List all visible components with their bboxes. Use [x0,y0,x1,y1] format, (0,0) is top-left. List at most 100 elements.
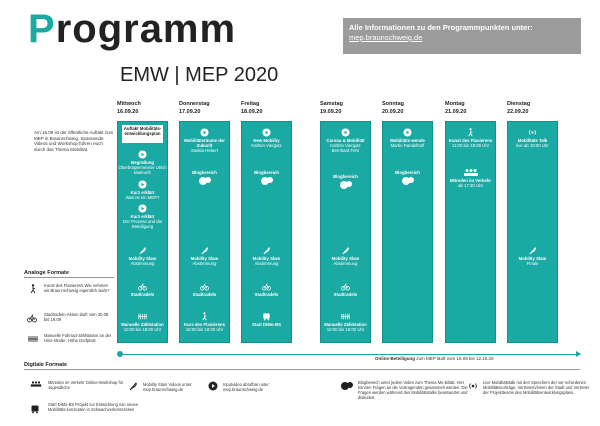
event-sub: ab 17:30 Uhr [458,183,483,189]
event-title: Kunst des Flanierens [448,138,493,143]
divider [24,277,114,278]
event-stadtradeln[interactable]: Stadtradeln [321,282,370,297]
speech-bubbles-icon [339,181,352,190]
column-freitag: New Mobility Kathrin Viergutz Blogbereich… [241,121,292,343]
event-sub: Was ist ein MEP? [125,195,160,201]
day-name: Mittwoch [117,101,141,107]
event-kurz-erklaert-2[interactable]: Kurz erklärt Der Prozess und die Beteilig… [118,204,167,230]
event-title: Start DiMo-BS [252,322,281,327]
event-title: New Mobility [253,138,280,143]
bicycle-icon [262,283,271,291]
day-date: 18.09.20 [241,108,263,115]
event-blog[interactable]: Blogbereich [242,170,291,187]
event-zaehlstation[interactable]: Manuelle Zählstation 10:00 bis 18:00 Uhr [321,312,370,332]
day-date: 19.09.20 [320,108,342,115]
timeline-start-dot [117,351,123,357]
event-mobility-slam[interactable]: Mobility Slam Abstimmung [180,246,229,266]
event-begruessung[interactable]: Begrüßung Oberbürgermeister Ulrich Markur… [118,150,167,176]
event-mobilitaetswende[interactable]: Mobilitäts-wende Martin Randelhoff [383,128,432,148]
day-date: 20.09.20 [382,108,404,115]
analog-item-stadtradeln: Stadtradeln-Aktion läuft vom 30.08 bis 1… [44,312,109,323]
event-corona[interactable]: Corona & Mobilität Kathrin Viergutz Bernh… [321,128,370,154]
event-title: Blogbereich [254,170,279,175]
broadcast-icon [529,130,536,135]
event-mobilitaetsraeume[interactable]: Mobilitätsräume der Zukunft Saskia Hebert [180,128,229,154]
day-header-donnerstag: Donnerstag 17.09.20 [179,101,210,116]
counter-icon [138,313,147,320]
day-name: Sonntag [382,101,404,107]
online-timeline [120,354,580,355]
event-blog[interactable]: Blogbereich [180,170,229,187]
event-stadtradeln[interactable]: Stadtradeln [118,282,167,297]
event-title: Corona & Mobilität [326,138,365,143]
bicycle-icon [341,283,350,291]
digital-item-blog: Blogbereich unter jedem Video zum Thema … [358,380,468,401]
info-box-link[interactable]: mep.braunschweig.de [349,33,423,42]
event-title: Begrüßung [131,160,154,165]
analog-label: Analoge Formate [24,270,69,276]
event-sub: Saskia Hebert [191,148,218,154]
column-samstag: Corona & Mobilität Kathrin Viergutz Bernh… [320,121,371,343]
day-date: 21.09.20 [445,108,467,115]
event-title: Kurz erklärt [130,214,155,219]
event-mobilitaets-talk[interactable]: Mobilitäts Talk live ab 18:00 Uhr [508,128,557,148]
walking-person-icon [468,128,473,137]
event-new-mobility[interactable]: New Mobility Kathrin Viergutz [242,128,291,148]
event-sub: Finale [526,261,539,267]
video-play-icon [138,180,147,189]
event-mitreden-verkehr[interactable]: Mitreden im Verkehr ab 17:30 Uhr [446,168,495,188]
feather-icon [263,246,270,255]
page-subtitle: EMW | MEP 2020 [120,64,279,86]
digital-item-inputvideo: Inputvideo abrufbar unter: mep.braunschw… [223,382,270,393]
auftakt-box: Auftakt Mobilitäts-entwicklungsplan [122,125,163,143]
bus-icon [263,313,270,321]
event-start-dimo[interactable]: Start DiMo-BS [242,312,291,327]
speech-bubbles-icon [341,382,353,390]
event-stadtradeln[interactable]: Stadtradeln [242,282,291,297]
event-title: Manuelle Zählstation [121,322,164,327]
digital-item-mitreden: Mitreden im Verkehr Online-Workshop für … [48,380,124,391]
event-title: Stadtradeln [130,292,155,297]
video-play-icon [200,128,209,137]
event-title: Mobilitäts Talk [517,138,548,143]
event-title: Blogbereich [192,170,217,175]
event-mobility-slam-finale[interactable]: Mobility Slam Finale [508,246,557,266]
group-icon [463,169,478,176]
title-initial: P [28,7,56,51]
video-play-icon [138,204,147,213]
event-title: Blogbereich [395,170,420,175]
feather-icon [529,246,536,255]
event-sub: live ab 18:00 Uhr [516,143,549,149]
broadcast-icon [469,383,477,389]
info-box: Alle Informationen zu den Programmpunkte… [343,18,581,54]
event-blog[interactable]: Blogbereich [321,174,370,191]
group-icon [30,381,42,387]
event-title: Kurs des Flanierens [183,322,226,327]
analog-item-flanieren: Kunst des Flanierens Wie nehmen wir Brau… [44,283,110,294]
event-sub: Oberbürgermeister Ulrich Markurth [118,165,167,176]
event-kurz-erklaert-1[interactable]: Kurz erklärt Was ist ein MEP? [118,180,167,200]
divider [24,369,580,370]
event-mobility-slam[interactable]: Mobility Slam Abstimmung [321,246,370,266]
day-date: 16.09.20 [117,108,139,115]
column-montag: Kunst des Flanierens 11:00 bis 18:00 Uhr … [445,121,496,343]
event-mobility-slam[interactable]: Mobility Slam Abstimmung [242,246,291,266]
event-kurs-flanierens[interactable]: Kurs des Flanierens 10:00 bis 18:00 Uhr [180,312,229,332]
event-zaehlstation[interactable]: Manuelle Zählstation 10:00 bis 18:00 Uhr [118,312,167,332]
day-header-mittwoch: Mittwoch 16.09.20 [117,101,141,116]
intro-note: Am 16.09 ist der öffentliche Auftakt zum… [34,130,114,152]
event-mobility-slam[interactable]: Mobility Slam Abstimmung [118,246,167,266]
event-title: Mobility Slam [252,256,281,261]
event-kunst-flanierens[interactable]: Kunst des Flanierens 11:00 bis 18:00 Uhr [446,128,495,148]
feather-icon [201,246,208,255]
day-header-montag: Montag 21.09.20 [445,101,466,116]
video-play-icon [138,150,147,159]
event-stadtradeln[interactable]: Stadtradeln [180,282,229,297]
digital-item-slam-videos: Mobility Slam Videos unter: mep.braunsch… [143,382,193,393]
event-title: Mobility Slam [190,256,219,261]
speech-bubbles-icon [198,177,211,186]
event-title: Kurz erklärt [130,190,155,195]
event-blog[interactable]: Blogbereich [383,170,432,187]
day-name: Donnerstag [179,101,210,107]
day-date: 22.09.20 [507,108,529,115]
